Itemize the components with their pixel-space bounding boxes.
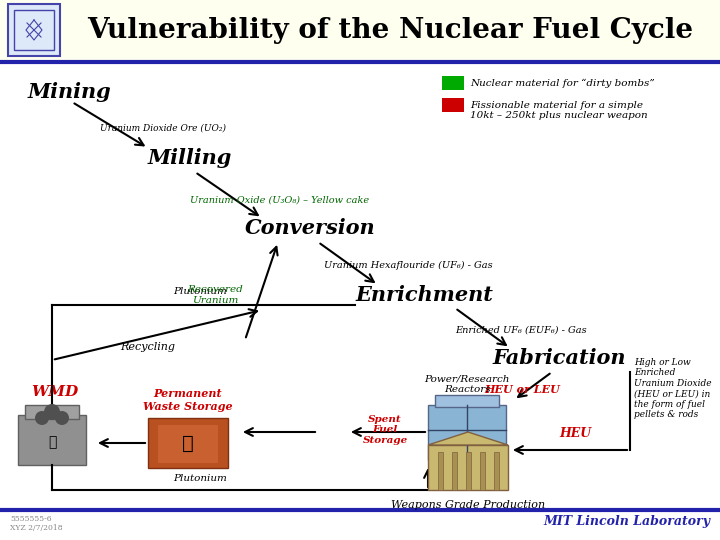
Text: High or Low
Enriched
Uranium Dioxide
(HEU or LEU) in
the form of fuel
pellets & : High or Low Enriched Uranium Dioxide (HE… <box>634 358 711 419</box>
Circle shape <box>44 404 60 420</box>
Text: Recovered
Uranium: Recovered Uranium <box>187 285 243 305</box>
Circle shape <box>35 411 49 425</box>
Text: Conversion: Conversion <box>245 218 376 238</box>
Text: WMD: WMD <box>32 385 78 399</box>
Bar <box>8 4 60 56</box>
Text: Power/Research
Reactors: Power/Research Reactors <box>424 375 510 394</box>
Text: Fabrication: Fabrication <box>492 348 626 368</box>
Circle shape <box>55 411 69 425</box>
Text: Plutonium: Plutonium <box>173 287 227 296</box>
Text: Milling: Milling <box>148 148 233 168</box>
Bar <box>438 452 443 490</box>
Text: 🔥: 🔥 <box>182 434 194 453</box>
Text: Uranium Oxide (U₃O₈) – Yellow cake: Uranium Oxide (U₃O₈) – Yellow cake <box>190 195 369 205</box>
Text: 💥: 💥 <box>48 435 56 449</box>
Text: Fissionable material for a simple: Fissionable material for a simple <box>470 100 643 110</box>
Text: 5555555-6: 5555555-6 <box>10 515 52 523</box>
Text: 10kt – 250kt plus nuclear weapon: 10kt – 250kt plus nuclear weapon <box>470 111 647 119</box>
Bar <box>0 0 720 62</box>
Text: Weapons Grade Production: Weapons Grade Production <box>391 500 545 510</box>
Bar <box>148 418 228 468</box>
Text: Mining: Mining <box>28 82 112 102</box>
Bar <box>158 425 218 463</box>
Bar <box>452 452 457 490</box>
Bar <box>435 395 499 407</box>
Text: MIT Lincoln Laboratory: MIT Lincoln Laboratory <box>543 516 710 529</box>
Bar <box>428 405 506 460</box>
Bar <box>442 98 464 112</box>
Bar <box>18 415 86 465</box>
Bar <box>466 452 471 490</box>
Bar <box>428 445 508 490</box>
Text: Uranium Dioxide Ore (UO₂): Uranium Dioxide Ore (UO₂) <box>100 124 226 132</box>
Bar <box>442 76 464 90</box>
Text: Nuclear material for “dirty bombs”: Nuclear material for “dirty bombs” <box>470 78 654 87</box>
Text: Vulnerability of the Nuclear Fuel Cycle: Vulnerability of the Nuclear Fuel Cycle <box>87 17 693 44</box>
Text: Spent
Fuel
Storage: Spent Fuel Storage <box>362 415 408 445</box>
Text: Plutonium: Plutonium <box>173 474 227 483</box>
Text: HEU: HEU <box>559 427 591 440</box>
Bar <box>480 452 485 490</box>
Text: Enrichment: Enrichment <box>355 285 493 305</box>
Polygon shape <box>428 432 508 445</box>
Bar <box>494 452 499 490</box>
Bar <box>25 405 79 419</box>
Text: Uranium Hexaflouride (UF₆) - Gas: Uranium Hexaflouride (UF₆) - Gas <box>324 260 492 269</box>
Text: Recycling: Recycling <box>120 342 176 352</box>
Text: XYZ 2/7/2018: XYZ 2/7/2018 <box>10 524 63 532</box>
Text: HEU or LEU: HEU or LEU <box>484 384 560 395</box>
Bar <box>14 10 54 50</box>
Text: Enriched UF₆ (EUF₆) - Gas: Enriched UF₆ (EUF₆) - Gas <box>455 326 587 334</box>
Text: Permanent
Waste Storage: Permanent Waste Storage <box>143 388 233 412</box>
